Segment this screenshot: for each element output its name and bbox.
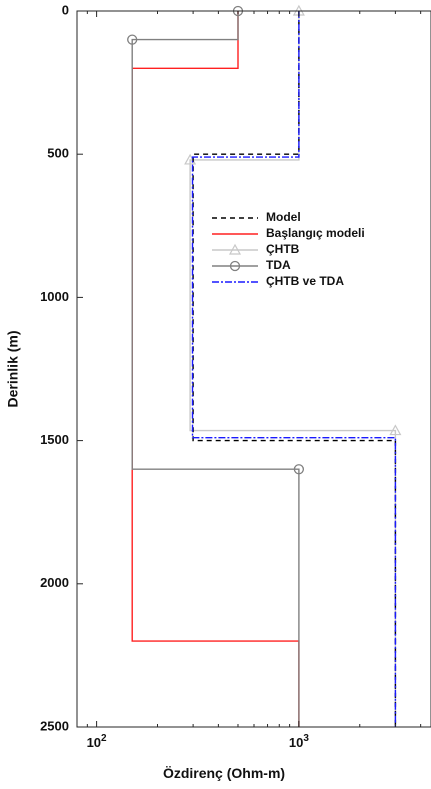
legend-label: ÇHTB ve TDA: [266, 274, 344, 288]
x-tick-exponent: 3: [303, 733, 309, 744]
y-tick-label: 1500: [40, 432, 69, 447]
legend-item: Model: [212, 210, 301, 224]
series-layer: [127, 4, 402, 727]
series-line: [131, 11, 300, 727]
legend-marker: [228, 243, 242, 255]
ticks-layer: 0 500 1000 1500 2000 2500 102 103: [40, 2, 422, 750]
series-marker: [389, 424, 402, 436]
legend-label: ÇHTB: [266, 242, 300, 256]
series-line: [192, 11, 397, 727]
legend-label: Başlangıç modeli: [266, 226, 365, 240]
x-tick-exponent: 2: [101, 733, 107, 744]
x-axis-label: Özdirenç (Ohm-m): [163, 765, 285, 781]
legend-item: ÇHTB: [212, 242, 300, 256]
plot-frame: [76, 10, 431, 728]
labels-layer: Özdirenç (Ohm-m) Derinlik (m): [5, 330, 285, 781]
series-ba-lang-modeli: [131, 11, 300, 727]
legend-item: Başlangıç modeli: [212, 226, 365, 240]
legend-label: TDA: [266, 258, 291, 272]
x-tick-label: 102: [87, 733, 107, 750]
y-tick-label: 2000: [40, 575, 69, 590]
series--htb: [184, 4, 402, 727]
legend-item: TDA: [212, 258, 291, 272]
y-axis-label: Derinlik (m): [5, 330, 21, 407]
y-tick-label: 2500: [40, 718, 69, 733]
series-marker: [127, 34, 138, 45]
series-line: [191, 11, 397, 727]
series--htb-ve-tda: [191, 11, 397, 727]
series-line: [131, 11, 300, 727]
series-model: [192, 11, 397, 727]
legend-label: Model: [266, 210, 301, 224]
series-marker: [293, 464, 305, 475]
series-line: [189, 11, 397, 727]
legend-marker: [229, 260, 241, 272]
y-tick-label: 0: [62, 2, 69, 17]
y-tick-label: 500: [47, 146, 69, 161]
legend-item: ÇHTB ve TDA: [212, 274, 344, 288]
y-tick-label: 1000: [40, 289, 69, 304]
x-tick-label: 103: [289, 733, 309, 750]
legend: Model Başlangıç modeli ÇHTB TDA ÇHTB ve TDA: [212, 210, 365, 288]
series-tda: [127, 5, 305, 727]
